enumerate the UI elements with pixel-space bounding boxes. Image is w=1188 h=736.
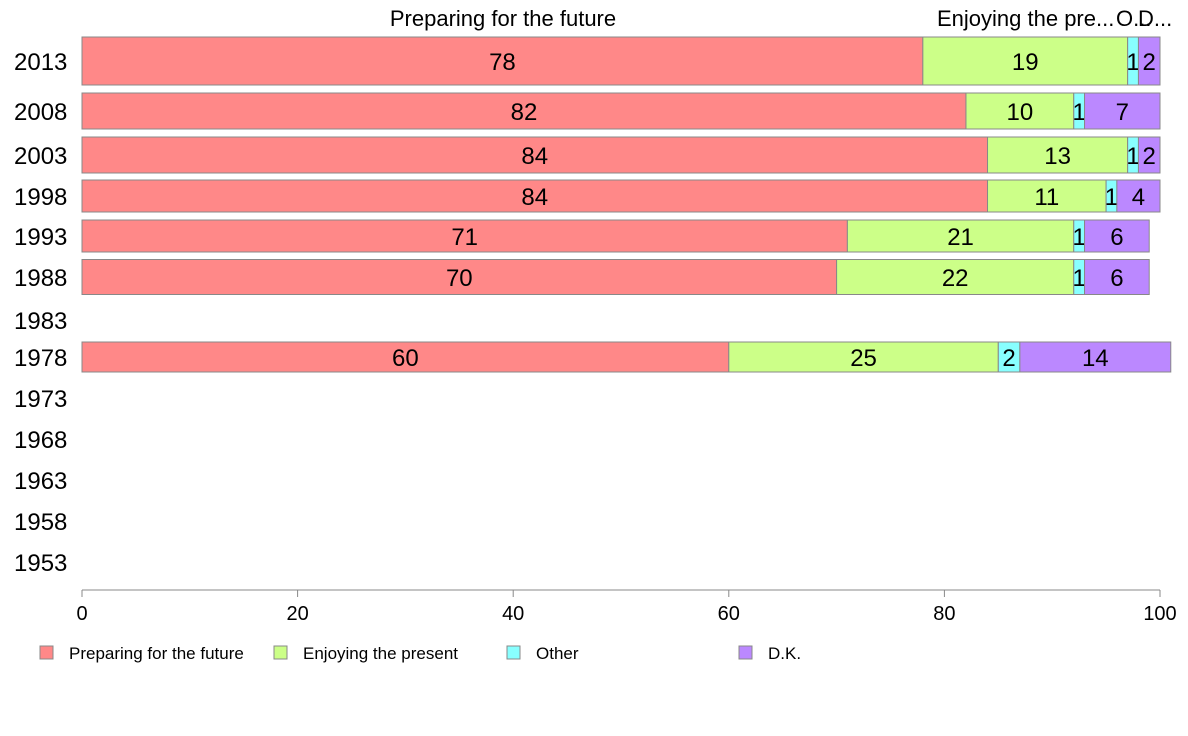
year-label-1983: 1983 xyxy=(14,308,67,335)
bar-label-2003-preparing-for-the-future: 84 xyxy=(521,143,548,170)
bar-1978-d-k xyxy=(1019,341,1172,373)
x-tick-label-0: 0 xyxy=(76,603,87,625)
bar-2008-d-k xyxy=(1084,92,1161,130)
bar-label-2013-preparing-for-the-future: 78 xyxy=(489,49,516,76)
bar-label-2003-d-k: 2 xyxy=(1143,143,1156,170)
bar-label-1998-preparing-for-the-future: 84 xyxy=(521,184,548,211)
bar-1988-enjoying-the-present xyxy=(836,259,1075,295)
bar-label-2008-other: 1 xyxy=(1072,99,1085,126)
column-header-2: Enjoying the pre... xyxy=(937,6,1114,31)
x-tick-label-60: 60 xyxy=(718,603,740,625)
x-tick-label-20: 20 xyxy=(286,603,308,625)
bar-1993-preparing-for-the-future xyxy=(81,219,848,253)
bar-2013-d-k xyxy=(1137,36,1161,86)
bar-label-2008-d-k: 7 xyxy=(1116,99,1129,126)
x-axis: 0 20 40 60 80 100 xyxy=(76,589,1177,625)
bar-1988-d-k xyxy=(1084,259,1150,295)
column-header-1: Preparing for the future xyxy=(390,6,616,31)
bars: 78 19 1 282 10 1 784 13 1 284 11 1 471 21 1 670 22 1 660 25… xyxy=(81,36,1172,373)
bar-label-1998-d-k: 4 xyxy=(1132,184,1145,211)
bar-2003-d-k xyxy=(1137,136,1161,174)
x-tick-label-40: 40 xyxy=(502,603,524,625)
column-header-4: D... xyxy=(1138,6,1172,31)
legend-swatch-preparing-for-the-future xyxy=(39,645,54,660)
year-label-1968: 1968 xyxy=(14,427,67,454)
legend: Preparing for the future Enjoying the pre… xyxy=(39,644,801,663)
bar-label-1993-enjoying-the-present: 21 xyxy=(947,224,974,251)
bar-label-1988-other: 1 xyxy=(1072,265,1085,292)
bar-label-1988-d-k: 6 xyxy=(1110,265,1123,292)
bar-2013-preparing-for-the-future xyxy=(81,36,924,86)
bar-1993-d-k xyxy=(1084,219,1150,253)
bar-label-2008-preparing-for-the-future: 82 xyxy=(511,99,538,126)
legend-label-d-k: D.K. xyxy=(768,644,801,663)
year-labels: 2013 2008 2003 1998 1993 1988 1983 1978 1973 1968… xyxy=(14,49,67,577)
bar-label-1988-enjoying-the-present: 22 xyxy=(942,265,969,292)
legend-label-enjoying-the-present: Enjoying the present xyxy=(303,644,458,663)
legend-swatch-other xyxy=(506,645,521,660)
bar-1978-enjoying-the-present xyxy=(728,341,999,373)
bar-label-1993-d-k: 6 xyxy=(1110,224,1123,251)
year-label-1973: 1973 xyxy=(14,386,67,413)
bar-1998-preparing-for-the-future xyxy=(81,179,989,213)
bar-label-1978-preparing-for-the-future: 60 xyxy=(392,345,419,372)
x-tick-label-80: 80 xyxy=(933,603,955,625)
legend-swatch-enjoying-the-present xyxy=(273,645,288,660)
bar-label-1998-other: 1 xyxy=(1105,184,1118,211)
bar-2008-preparing-for-the-future xyxy=(81,92,967,130)
bar-label-1978-enjoying-the-present: 25 xyxy=(850,345,877,372)
legend-label-preparing-for-the-future: Preparing for the future xyxy=(69,644,244,663)
bar-1998-d-k xyxy=(1116,179,1161,213)
legend-swatch-d-k xyxy=(738,645,753,660)
year-label-1963: 1963 xyxy=(14,468,67,495)
bar-label-1993-preparing-for-the-future: 71 xyxy=(451,224,478,251)
bar-label-2008-enjoying-the-present: 10 xyxy=(1007,99,1034,126)
bar-1988-preparing-for-the-future xyxy=(81,259,838,295)
x-tick-label-100: 100 xyxy=(1143,603,1176,625)
bar-label-1993-other: 1 xyxy=(1072,224,1085,251)
year-label-1993: 1993 xyxy=(14,224,67,251)
year-label-2008: 2008 xyxy=(14,99,67,126)
year-label-1978: 1978 xyxy=(14,345,67,372)
year-label-2003: 2003 xyxy=(14,143,67,170)
year-label-1958: 1958 xyxy=(14,509,67,536)
year-label-1988: 1988 xyxy=(14,265,67,292)
bar-label-1978-d-k: 14 xyxy=(1082,345,1109,372)
bar-1993-enjoying-the-present xyxy=(846,219,1075,253)
bar-label-2013-d-k: 2 xyxy=(1143,49,1156,76)
bar-label-1978-other: 2 xyxy=(1002,345,1015,372)
bar-label-2003-enjoying-the-present: 13 xyxy=(1044,143,1071,170)
bar-label-1988-preparing-for-the-future: 70 xyxy=(446,265,473,292)
bar-label-2013-enjoying-the-present: 19 xyxy=(1012,49,1039,76)
year-label-2013: 2013 xyxy=(14,49,67,76)
bar-label-1998-enjoying-the-present: 11 xyxy=(1034,184,1059,211)
year-label-1998: 1998 xyxy=(14,184,67,211)
bar-label-2013-other: 1 xyxy=(1126,49,1139,76)
year-label-1953: 1953 xyxy=(14,550,67,577)
bar-2013-enjoying-the-present xyxy=(922,36,1129,86)
column-headers: Preparing for the future Enjoying the pre… xyxy=(390,6,1172,31)
bar-label-2003-other: 1 xyxy=(1126,143,1139,170)
bar-2003-preparing-for-the-future xyxy=(81,136,989,174)
legend-label-other: Other xyxy=(536,644,579,663)
bar-2008-enjoying-the-present xyxy=(965,92,1075,130)
column-header-3: O... xyxy=(1116,6,1151,31)
